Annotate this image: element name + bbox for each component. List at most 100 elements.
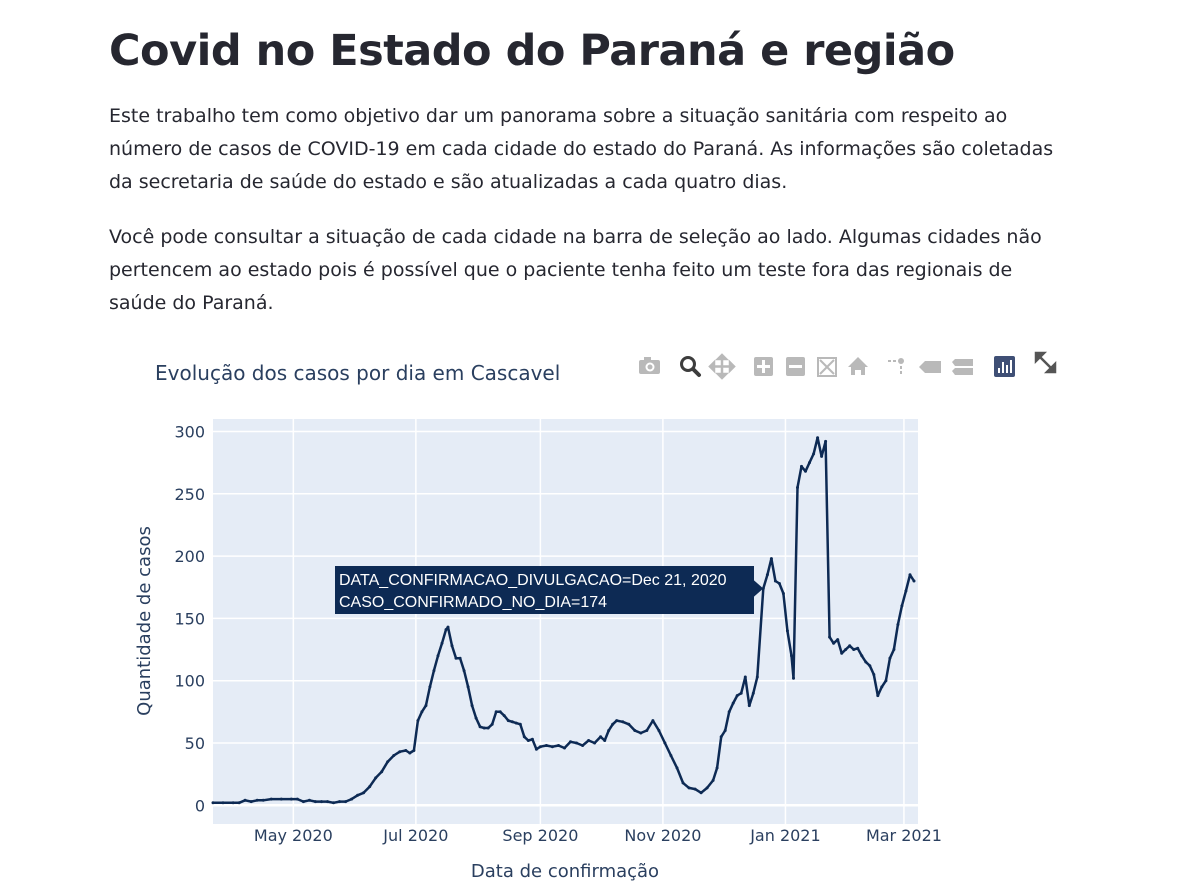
data-point[interactable] [848, 644, 852, 648]
data-point[interactable] [522, 735, 526, 739]
data-point[interactable] [416, 719, 420, 723]
data-point[interactable] [669, 754, 673, 757]
camera-icon[interactable] [639, 357, 660, 374]
data-point[interactable] [639, 731, 643, 735]
data-point[interactable] [424, 704, 428, 708]
data-point[interactable] [362, 791, 366, 795]
data-point[interactable] [231, 801, 235, 805]
data-point[interactable] [544, 744, 548, 747]
data-point[interactable] [436, 654, 440, 658]
data-point[interactable] [332, 801, 335, 805]
data-point[interactable] [743, 675, 747, 679]
data-point[interactable] [840, 651, 844, 655]
hover-closest-icon[interactable] [919, 361, 941, 373]
data-point[interactable] [587, 739, 591, 742]
data-point[interactable] [888, 656, 892, 660]
data-point[interactable] [301, 800, 305, 804]
data-point[interactable] [808, 461, 811, 465]
data-point[interactable] [506, 719, 510, 723]
data-point[interactable] [868, 664, 872, 668]
data-point[interactable] [538, 745, 542, 749]
data-point[interactable] [603, 739, 607, 742]
data-point[interactable] [785, 629, 789, 633]
data-point[interactable] [769, 557, 773, 561]
data-point[interactable] [440, 641, 444, 645]
data-point[interactable] [295, 797, 299, 801]
data-point[interactable] [408, 751, 412, 755]
data-point[interactable] [781, 592, 785, 595]
data-point[interactable] [880, 685, 884, 689]
data-point[interactable] [773, 579, 777, 583]
data-point[interactable] [900, 604, 904, 608]
data-point[interactable] [380, 770, 384, 774]
data-point[interactable] [804, 469, 807, 473]
data-point[interactable] [368, 785, 372, 789]
data-point[interactable] [727, 710, 731, 714]
data-point[interactable] [739, 691, 743, 695]
data-point[interactable] [719, 735, 723, 739]
data-point[interactable] [896, 623, 900, 627]
spike-lines-icon[interactable] [888, 358, 904, 374]
data-point[interactable] [450, 644, 454, 648]
hover-compare-icon[interactable] [952, 359, 973, 375]
plot-area[interactable] [213, 419, 918, 824]
reset-axes-icon[interactable] [848, 357, 868, 375]
data-point[interactable] [307, 798, 311, 802]
data-point[interactable] [800, 464, 803, 468]
data-point[interactable] [474, 716, 478, 720]
data-point[interactable] [243, 798, 247, 802]
data-point[interactable] [828, 635, 832, 639]
data-point[interactable] [755, 675, 759, 679]
data-point[interactable] [211, 801, 215, 805]
data-point[interactable] [326, 800, 329, 804]
data-point[interactable] [518, 722, 522, 726]
autoscale-icon[interactable] [817, 357, 837, 377]
data-point[interactable] [856, 646, 860, 650]
data-point[interactable] [836, 638, 840, 642]
data-point[interactable] [908, 573, 912, 577]
data-point[interactable] [663, 741, 667, 745]
data-point[interactable] [412, 749, 416, 752]
data-point[interactable] [777, 582, 781, 585]
data-point[interactable] [374, 776, 378, 780]
data-point[interactable] [693, 787, 697, 791]
data-point[interactable] [904, 589, 908, 593]
data-point[interactable] [884, 679, 888, 683]
data-point[interactable] [872, 673, 876, 676]
data-point[interactable] [575, 741, 578, 745]
data-point[interactable] [792, 676, 795, 680]
data-point[interactable] [581, 744, 585, 747]
data-point[interactable] [633, 729, 637, 732]
data-point[interactable] [428, 685, 432, 689]
data-point[interactable] [338, 800, 341, 804]
data-point[interactable] [420, 710, 424, 714]
data-point[interactable] [534, 747, 538, 751]
data-point[interactable] [313, 800, 317, 804]
data-point[interactable] [627, 722, 631, 726]
data-point[interactable] [356, 793, 360, 797]
data-point[interactable] [237, 801, 241, 805]
data-point[interactable] [687, 786, 691, 790]
data-point[interactable] [279, 797, 283, 801]
data-point[interactable] [249, 800, 253, 804]
zoom-icon[interactable] [680, 356, 701, 377]
data-point[interactable] [824, 439, 828, 443]
zoom-out-icon[interactable] [786, 357, 805, 376]
data-point[interactable] [458, 656, 462, 660]
data-point[interactable] [796, 486, 799, 489]
data-point[interactable] [765, 573, 769, 577]
data-point[interactable] [386, 760, 390, 764]
data-point[interactable] [498, 710, 502, 714]
data-point[interactable] [723, 729, 727, 732]
data-point[interactable] [832, 641, 836, 645]
data-point[interactable] [490, 722, 494, 726]
data-point[interactable] [261, 798, 265, 802]
data-point[interactable] [344, 800, 348, 804]
data-point[interactable] [392, 754, 396, 757]
data-point[interactable] [569, 740, 572, 744]
data-point[interactable] [404, 749, 408, 752]
data-point[interactable] [398, 750, 402, 754]
data-point[interactable] [735, 694, 739, 698]
data-point[interactable] [731, 701, 735, 705]
zoom-in-icon[interactable] [754, 357, 773, 376]
